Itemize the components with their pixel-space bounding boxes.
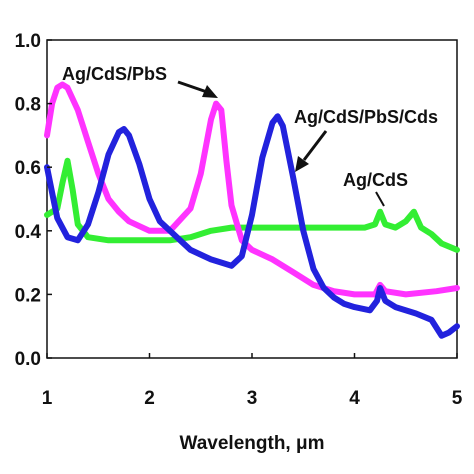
y-axis-ticks: 0.0 0.2 0.4 0.6 0.8 1.0 [15, 31, 52, 370]
annotation-arrow-ag-cds-pbs [177, 80, 208, 94]
annotation-arrowhead-ag-cds-pbs [202, 85, 218, 98]
annotation-arrow-ag-cds [375, 191, 385, 207]
x-tick-label-4: 5 [452, 388, 463, 409]
y-tick-label-0: 0.0 [15, 349, 41, 370]
y-tick-label-1: 0.2 [15, 285, 41, 306]
y-tick-label-2: 0.4 [15, 222, 42, 243]
series-line-2 [44, 113, 460, 339]
annotation-ag-cds-pbs: Ag/CdS/PbS [62, 64, 167, 84]
x-axis-title: Wavelength, μm [180, 433, 325, 454]
annotation-ag-cds-pbs-cds: Ag/CdS/PbS/Cds [294, 107, 438, 127]
x-tick-label-0: 1 [42, 388, 53, 409]
x-tick-label-2: 3 [247, 388, 258, 409]
y-tick-label-3: 0.6 [15, 158, 41, 179]
series-layer [44, 81, 460, 339]
plot-area [44, 39, 460, 359]
y-tick-label-5: 1.0 [15, 31, 41, 52]
annotation-arrow-ag-cds-pbs-cds [302, 130, 328, 161]
x-axis-ticks: 1 2 3 4 5 [42, 353, 463, 409]
y-tick-label-4: 0.8 [15, 95, 41, 116]
series-line-1 [44, 81, 460, 298]
x-tick-label-3: 4 [349, 388, 360, 409]
annotation-ag-cds: Ag/CdS [343, 170, 408, 190]
annotations: Ag/CdS/PbS Ag/CdS/PbS/Cds Ag/CdS [62, 64, 438, 207]
series-line-0 [44, 157, 460, 253]
annotation-arrowhead-ag-cds-pbs-cds [295, 156, 309, 172]
x-tick-label-1: 2 [144, 388, 155, 409]
